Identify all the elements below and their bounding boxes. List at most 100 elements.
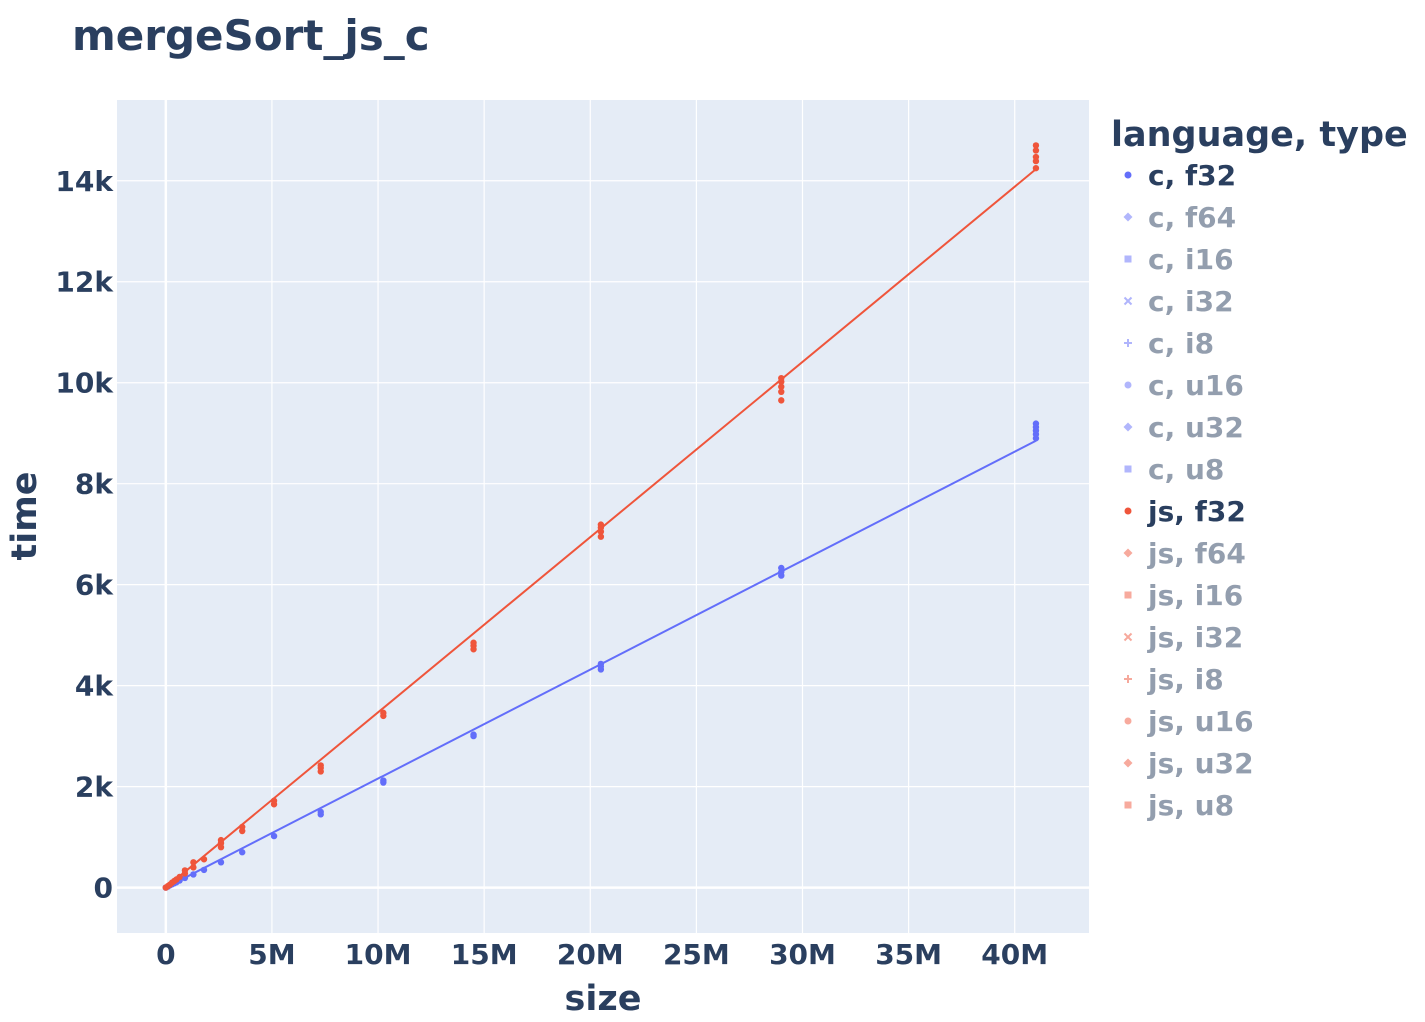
legend-label: c, i32 [1148, 285, 1234, 318]
x-tick-label: 25M [663, 938, 730, 971]
data-point [778, 564, 785, 572]
data-point [200, 856, 208, 863]
data-point [380, 777, 387, 784]
legend-symbol [1124, 381, 1132, 389]
x-tick-label: 35M [875, 938, 942, 971]
legend-label: c, u16 [1148, 369, 1244, 402]
legend-label: c, i8 [1148, 327, 1214, 360]
y-axis-ticks: 0 2k 4k 6k 8k 10k 12k 14k [55, 165, 114, 905]
y-tick-label: 14k [55, 165, 114, 198]
data-point [778, 383, 785, 390]
data-point [239, 849, 246, 856]
legend-symbol [1124, 675, 1132, 683]
data-point [239, 823, 246, 831]
legend-symbol [1123, 422, 1133, 432]
legend-item[interactable]: js, i8 [1124, 663, 1224, 696]
y-tick-label: 2k [75, 771, 114, 804]
legend-symbol [1124, 171, 1132, 179]
data-point [1032, 164, 1040, 172]
legend-symbol [1124, 339, 1132, 347]
x-tick-label: 30M [769, 938, 836, 971]
y-tick-label: 4k [75, 670, 114, 703]
legend-item[interactable]: c, f64 [1123, 201, 1237, 234]
x-tick-label: 40M [981, 938, 1048, 971]
grid-lines [117, 100, 1089, 933]
data-point [270, 797, 278, 804]
data-point [470, 731, 477, 738]
legend-symbol [1124, 717, 1132, 725]
data-point [181, 874, 189, 882]
series-layer [162, 142, 1040, 891]
y-tick-label: 8k [75, 468, 114, 501]
legend-label: js, u8 [1147, 789, 1234, 822]
data-point [1032, 420, 1040, 427]
data-point [317, 762, 324, 769]
legend-label: c, u32 [1148, 411, 1244, 444]
legend-label: js, i16 [1147, 579, 1243, 612]
legend-label: js, f32 [1147, 495, 1246, 528]
legend-symbol [1124, 507, 1132, 515]
legend-label: c, i16 [1148, 243, 1234, 276]
legend-item[interactable]: c, u8 [1124, 453, 1225, 486]
data-point [270, 832, 278, 840]
legend-label: js, u32 [1147, 747, 1254, 780]
legend-symbol [1124, 801, 1132, 809]
legend-item[interactable]: js, f64 [1123, 537, 1246, 570]
data-point [1032, 153, 1040, 161]
x-tick-label: 10M [345, 938, 412, 971]
legend-item[interactable]: js, u16 [1124, 705, 1254, 738]
legend-item[interactable]: c, i32 [1123, 285, 1234, 318]
data-point [1032, 142, 1040, 149]
data-point [470, 639, 477, 646]
legend-symbol [1123, 296, 1133, 306]
data-point [1032, 147, 1040, 154]
legend-item[interactable]: js, u32 [1123, 747, 1254, 780]
chart-title: mergeSort_js_c [72, 11, 430, 60]
data-point [217, 836, 225, 844]
data-point [597, 521, 605, 528]
legend-item[interactable]: js, u8 [1124, 789, 1235, 822]
legend-title: language, type [1111, 115, 1408, 155]
x-axis-title: size [565, 979, 642, 1019]
legend-label: c, f64 [1148, 201, 1236, 234]
data-point [380, 709, 387, 717]
data-point [200, 866, 208, 874]
x-tick-label: 15M [451, 938, 518, 971]
legend-label: c, f32 [1148, 159, 1236, 192]
y-tick-label: 12k [55, 266, 114, 299]
data-point [317, 808, 324, 816]
data-point [778, 397, 785, 404]
legend-symbol [1123, 758, 1133, 768]
legend-item[interactable]: js, i16 [1124, 579, 1244, 612]
legend-label: js, i32 [1147, 621, 1243, 654]
legend-item[interactable]: js, i32 [1123, 621, 1244, 654]
x-tick-label: 20M [557, 938, 624, 971]
y-tick-label: 0 [94, 872, 113, 905]
x-axis-ticks: 0 5M 10M 15M 20M 25M 30M 35M 40M [156, 938, 1048, 971]
legend-label: js, u16 [1147, 705, 1254, 738]
data-point [597, 660, 605, 668]
legend: language, type c, f32 c, f64 c, i16 c, i32 c… [1111, 115, 1408, 822]
y-axis-title: time [5, 472, 45, 561]
data-point [176, 873, 183, 881]
legend-symbol [1124, 591, 1132, 599]
x-tick-label: 5M [248, 938, 295, 971]
legend-item[interactable]: c, u16 [1124, 369, 1244, 402]
legend-item[interactable]: c, i8 [1124, 327, 1214, 360]
legend-item[interactable]: js, f32 [1124, 495, 1246, 528]
legend-label: js, i8 [1147, 663, 1224, 696]
legend-item[interactable]: c, u32 [1123, 411, 1244, 444]
data-point [181, 867, 189, 874]
data-point [778, 374, 785, 382]
y-tick-label: 10k [55, 367, 114, 400]
legend-item[interactable]: c, f32 [1124, 159, 1237, 192]
data-point [778, 388, 785, 396]
data-point [190, 859, 197, 866]
data-point [217, 859, 225, 866]
x-tick-label: 0 [156, 938, 175, 971]
legend-item[interactable]: c, i16 [1124, 243, 1234, 276]
legend-symbol [1123, 212, 1133, 222]
legend-symbol [1124, 255, 1132, 263]
legend-symbol [1123, 632, 1133, 642]
